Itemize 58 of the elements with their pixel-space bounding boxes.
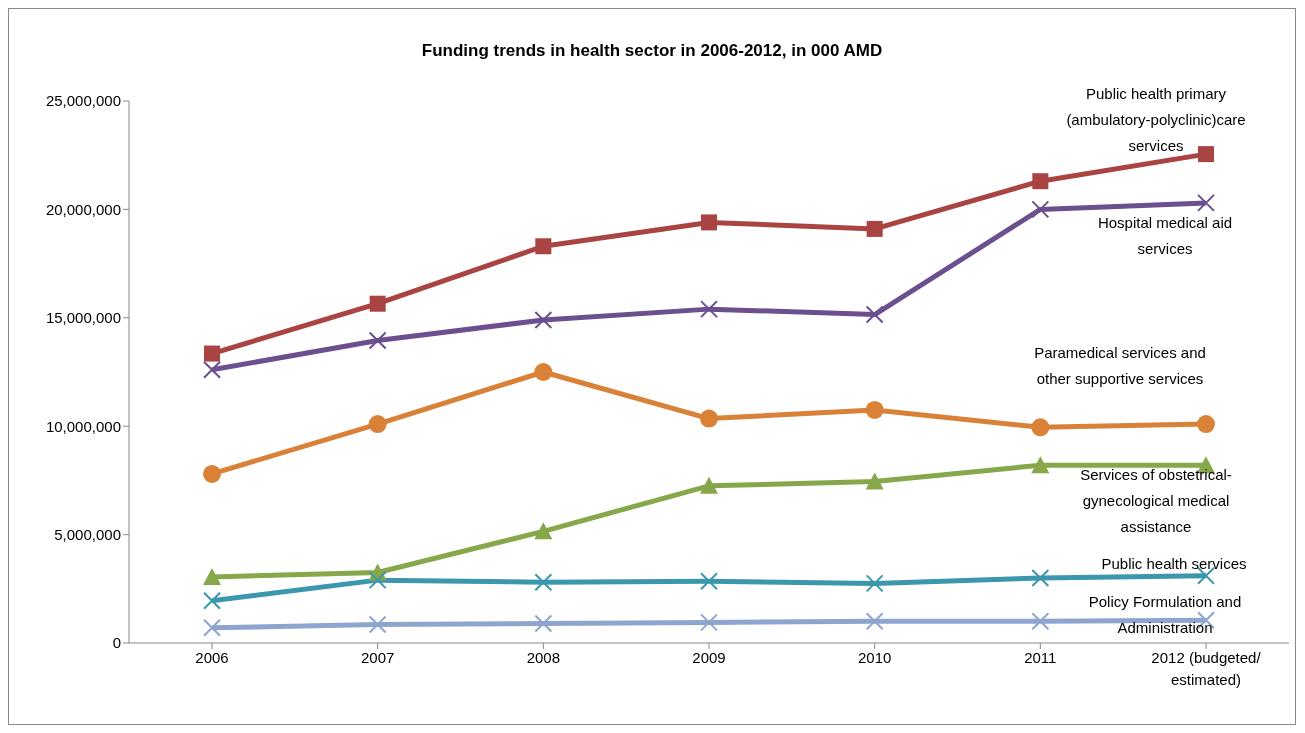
point xyxy=(368,415,387,434)
point xyxy=(535,238,552,255)
point xyxy=(534,573,553,592)
x-tick-label: 2011 xyxy=(1024,649,1057,666)
x-tick-label: 2009 xyxy=(692,649,726,666)
point xyxy=(865,472,884,490)
point xyxy=(203,360,221,379)
x-tick-label: 2008 xyxy=(526,649,561,666)
point xyxy=(865,574,884,593)
y-tick-label: 5,000,000 xyxy=(54,525,121,543)
point xyxy=(700,572,718,591)
point xyxy=(1031,200,1050,219)
point xyxy=(700,409,718,428)
point xyxy=(369,295,386,312)
x-tick-label: 2010 xyxy=(857,649,892,666)
y-tick-label: 20,000,000 xyxy=(45,200,121,218)
point xyxy=(204,345,220,362)
point xyxy=(865,612,884,631)
point xyxy=(1031,568,1050,587)
point xyxy=(534,363,553,381)
point xyxy=(203,567,221,585)
point xyxy=(865,400,884,419)
series-label: Paramedical services and other supportive services xyxy=(1034,344,1206,388)
point xyxy=(700,613,718,632)
x-tick-label: 2012 (budgeted/ estimated) xyxy=(1151,649,1262,688)
point xyxy=(866,220,883,237)
point xyxy=(368,331,387,350)
y-tick-label: 15,000,000 xyxy=(45,309,121,327)
point xyxy=(1031,418,1050,437)
series-label: Services of obstetrical-gynecological medical assistance xyxy=(1080,466,1232,536)
y-tick-label: 25,000,000 xyxy=(45,92,121,110)
x-tick-label: 2006 xyxy=(195,649,229,666)
point xyxy=(534,310,553,329)
point xyxy=(1198,146,1214,163)
point xyxy=(700,300,718,319)
series-label: Hospital medical aid services xyxy=(1097,213,1233,257)
point xyxy=(1031,456,1050,474)
series-label: Public health primary (ambulatory-polyclinic)care services xyxy=(1066,85,1246,155)
point xyxy=(203,618,221,637)
point xyxy=(700,476,718,494)
point xyxy=(203,591,221,610)
point xyxy=(1031,612,1050,631)
series-label: Public health services xyxy=(1101,554,1247,572)
point xyxy=(865,305,884,324)
point xyxy=(368,571,387,590)
point xyxy=(1032,173,1049,190)
point xyxy=(534,614,553,633)
series-label: Policy Formulation and Administration xyxy=(1088,593,1242,637)
x-tick-label: 2007 xyxy=(360,649,395,666)
point xyxy=(1197,193,1215,212)
point xyxy=(534,522,553,540)
point xyxy=(203,464,221,483)
point xyxy=(701,214,717,231)
point xyxy=(1197,415,1215,434)
point xyxy=(368,615,387,634)
chart-title: Funding trends in health sector in 2006-2012, in 000 AMD xyxy=(420,41,884,61)
y-tick-label: 10,000,000 xyxy=(45,417,121,435)
y-tick-label: 0 xyxy=(112,634,121,652)
